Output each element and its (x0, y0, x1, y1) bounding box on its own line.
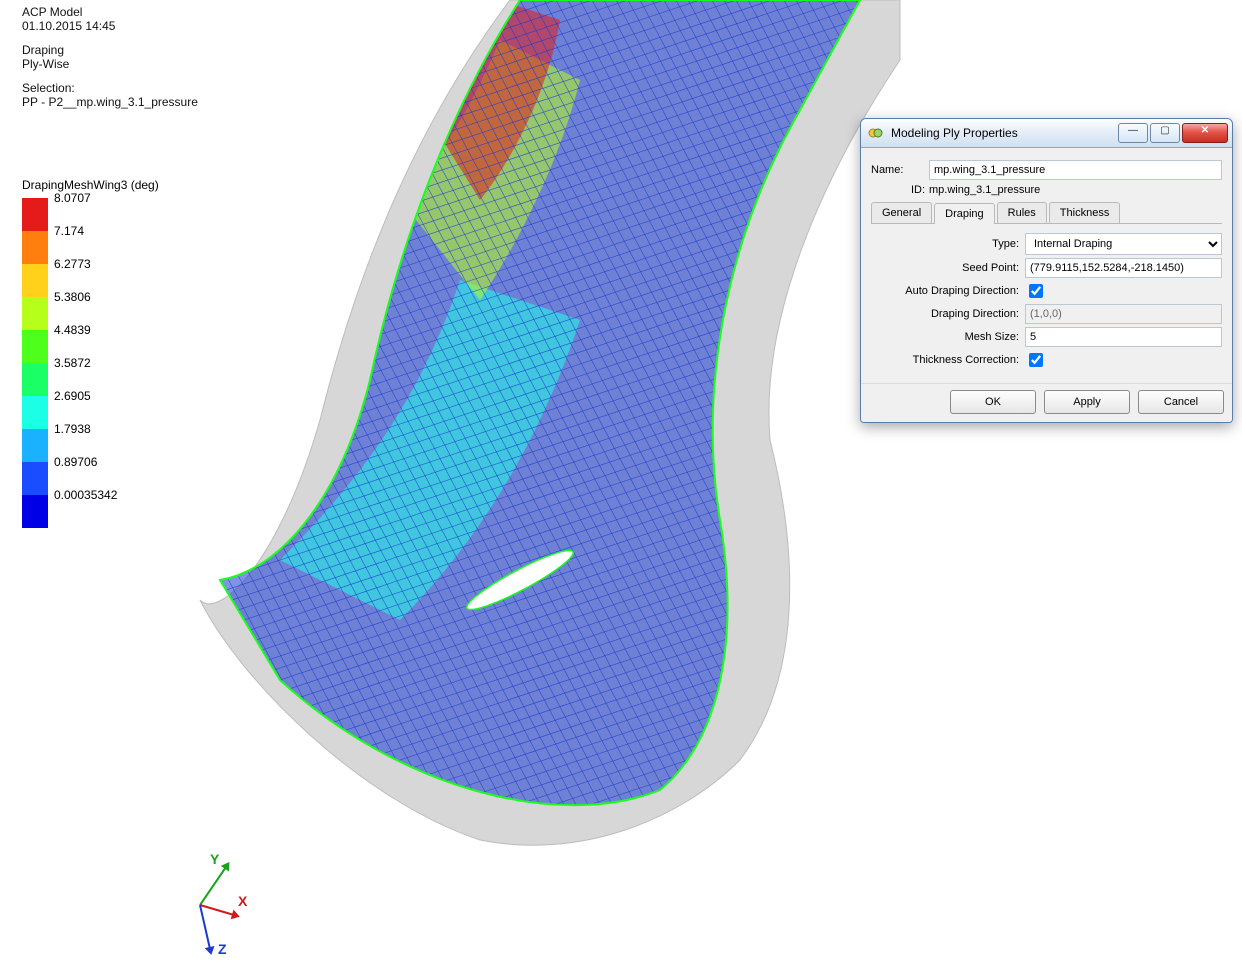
legend-cell (22, 429, 48, 462)
tab-rules[interactable]: Rules (997, 202, 1047, 223)
legend-label: 8.0707 (54, 191, 91, 205)
legend-label: 5.3806 (54, 290, 91, 304)
tab-draping[interactable]: Draping (934, 203, 995, 224)
mode-2: Ply-Wise (22, 58, 69, 72)
ply-properties-dialog: Modeling Ply Properties — ▢ ✕ Name: ID: … (860, 118, 1233, 423)
legend-label: 2.6905 (54, 389, 91, 403)
mesh-view[interactable] (160, 0, 940, 940)
draping-form: Type: Internal Draping Seed Point: Auto … (871, 224, 1222, 377)
id-value: mp.wing_3.1_pressure (929, 184, 1222, 196)
tab-bar: GeneralDrapingRulesThickness (871, 202, 1222, 224)
tab-general[interactable]: General (871, 202, 932, 223)
legend-label: 4.4839 (54, 323, 91, 337)
legend-cell (22, 462, 48, 495)
legend-cell (22, 396, 48, 429)
thick-checkbox[interactable] (1029, 353, 1043, 367)
name-label: Name: (871, 164, 925, 176)
minimize-button[interactable]: — (1118, 123, 1148, 143)
seed-input[interactable] (1025, 258, 1222, 278)
type-label: Type: (871, 238, 1019, 250)
auto-dir-label: Auto Draping Direction: (871, 285, 1019, 297)
name-input[interactable] (929, 160, 1222, 180)
legend-label: 0.00035342 (54, 488, 117, 502)
axis-triad[interactable]: Y X Z (160, 850, 270, 963)
info-mode: Draping Ply-Wise (22, 44, 69, 72)
dir-input (1025, 304, 1222, 324)
mesh-input[interactable] (1025, 327, 1222, 347)
svg-text:Z: Z (218, 941, 227, 957)
mesh-svg (160, 0, 940, 940)
legend-cell (22, 363, 48, 396)
svg-text:X: X (238, 893, 248, 909)
ok-button[interactable]: OK (950, 390, 1036, 414)
legend-cell (22, 297, 48, 330)
apply-button[interactable]: Apply (1044, 390, 1130, 414)
dialog-icon (867, 124, 885, 142)
legend-label: 3.5872 (54, 356, 91, 370)
dialog-buttons: OK Apply Cancel (861, 383, 1232, 422)
cancel-button[interactable]: Cancel (1138, 390, 1224, 414)
legend-cell (22, 231, 48, 264)
model-datetime: 01.10.2015 14:45 (22, 20, 115, 34)
color-legend: DrapingMeshWing3 (deg) 8.0707 7.174 6.2773… (22, 178, 159, 528)
auto-dir-checkbox[interactable] (1029, 284, 1043, 298)
mesh-label: Mesh Size: (871, 331, 1019, 343)
tab-thickness[interactable]: Thickness (1049, 202, 1121, 223)
id-label: ID: (871, 184, 925, 196)
legend-label: 0.89706 (54, 455, 97, 469)
svg-text:Y: Y (210, 851, 220, 867)
model-name: ACP Model (22, 6, 115, 20)
mode-1: Draping (22, 44, 69, 58)
seed-label: Seed Point: (871, 262, 1019, 274)
legend-cells (22, 198, 48, 528)
dialog-body: Name: ID: mp.wing_3.1_pressure GeneralDr… (861, 148, 1232, 383)
legend-cell (22, 198, 48, 231)
thick-label: Thickness Correction: (871, 354, 1019, 366)
legend-label: 1.7938 (54, 422, 91, 436)
legend-cell (22, 495, 48, 528)
maximize-button[interactable]: ▢ (1150, 123, 1180, 143)
close-button[interactable]: ✕ (1182, 123, 1228, 143)
type-select[interactable]: Internal Draping (1025, 233, 1222, 255)
triad-svg: Y X Z (160, 850, 270, 960)
info-model: ACP Model 01.10.2015 14:45 (22, 6, 115, 34)
dir-label: Draping Direction: (871, 308, 1019, 320)
legend-label: 6.2773 (54, 257, 91, 271)
dialog-title: Modeling Ply Properties (891, 126, 1118, 140)
legend-cell (22, 330, 48, 363)
legend-label: 7.174 (54, 224, 84, 238)
dialog-titlebar[interactable]: Modeling Ply Properties — ▢ ✕ (861, 119, 1232, 148)
legend-cell (22, 264, 48, 297)
viewport: ACP Model 01.10.2015 14:45 Draping Ply-W… (0, 0, 1242, 941)
legend-title: DrapingMeshWing3 (deg) (22, 178, 159, 192)
